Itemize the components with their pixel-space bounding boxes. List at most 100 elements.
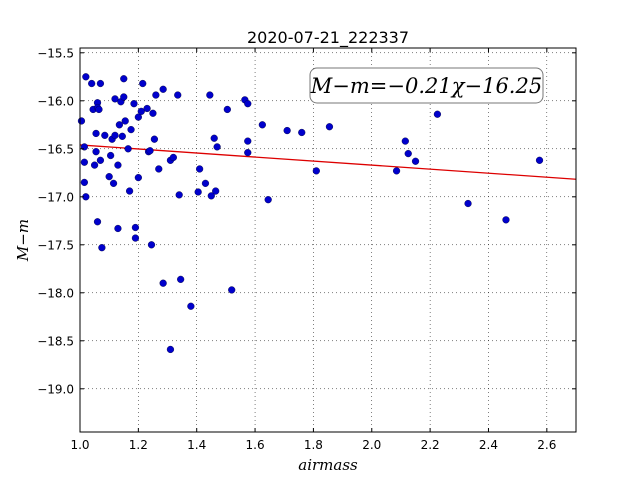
y-tick-label: −18.0	[37, 286, 74, 300]
y-tick-label: −18.5	[37, 334, 74, 348]
data-point	[105, 173, 113, 181]
fit-legend-box	[309, 67, 544, 104]
data-point	[120, 93, 128, 101]
data-point	[96, 156, 105, 164]
data-point	[244, 149, 252, 157]
data-point	[114, 224, 122, 233]
data-point	[114, 161, 122, 169]
data-point	[109, 179, 118, 187]
data-point	[174, 91, 182, 99]
data-point	[77, 117, 86, 125]
y-tick-label: −16.5	[37, 142, 74, 156]
data-point	[147, 241, 156, 249]
data-point	[411, 157, 420, 165]
data-point	[139, 79, 147, 88]
data-point	[146, 147, 154, 155]
data-point	[92, 129, 100, 138]
x-tick-label: 1.6	[246, 438, 265, 452]
data-point	[121, 117, 129, 125]
data-point	[312, 167, 320, 175]
data-point	[107, 151, 115, 160]
data-point	[111, 131, 119, 139]
plot-frame	[79, 47, 577, 433]
data-point	[401, 137, 409, 145]
data-point	[149, 109, 157, 117]
data-point	[404, 150, 412, 158]
data-point	[433, 110, 442, 118]
y-tick-label: −17.5	[37, 238, 74, 252]
y-tick-label: −16.0	[37, 94, 74, 108]
data-point	[80, 178, 88, 187]
x-axis-label: airmass	[298, 456, 358, 474]
x-tick-label: 2.0	[362, 438, 381, 452]
data-point	[124, 145, 132, 153]
data-point	[502, 216, 510, 224]
data-point	[177, 275, 185, 283]
y-tick-label: −19.0	[37, 382, 74, 396]
data-point	[210, 134, 218, 142]
data-point	[127, 126, 135, 134]
x-tick-label: 2.6	[537, 438, 556, 452]
data-point	[82, 73, 90, 81]
y-tick-label: −17.0	[37, 190, 74, 204]
data-point	[283, 126, 291, 135]
data-point	[131, 223, 140, 232]
axis-ticks	[79, 48, 576, 432]
data-point	[212, 187, 220, 195]
data-point	[152, 91, 160, 99]
data-point	[111, 95, 119, 103]
data-point	[115, 121, 123, 129]
plot-area	[80, 48, 576, 432]
data-point	[535, 156, 544, 164]
data-point	[155, 165, 163, 173]
data-point	[90, 161, 99, 169]
data-point	[169, 153, 177, 162]
data-point	[201, 179, 210, 187]
data-point	[80, 158, 88, 166]
data-point	[150, 135, 159, 143]
data-point	[134, 174, 142, 182]
data-point	[159, 85, 167, 93]
data-point	[206, 91, 214, 99]
data-point	[143, 104, 151, 113]
data-point	[98, 244, 106, 252]
data-point	[130, 100, 138, 108]
data-point	[207, 192, 215, 200]
data-point	[101, 131, 109, 139]
data-points	[77, 73, 544, 354]
data-point	[392, 167, 401, 175]
data-point	[96, 79, 105, 88]
data-point	[159, 279, 167, 287]
x-tick-label: 1.0	[70, 438, 89, 452]
x-tick-label: 1.8	[304, 438, 323, 452]
data-point	[166, 345, 175, 354]
data-point	[137, 107, 145, 115]
chart-title: 2020-07-21_222337	[247, 28, 409, 48]
x-tick-label: 1.2	[129, 438, 148, 452]
data-point	[134, 113, 142, 121]
data-point	[258, 121, 266, 129]
data-point	[93, 218, 102, 226]
data-point	[131, 234, 140, 242]
x-tick-label: 2.4	[479, 438, 498, 452]
data-point	[95, 105, 103, 114]
data-point	[175, 191, 183, 199]
data-point	[244, 137, 252, 145]
fit-line-group	[79, 144, 577, 180]
data-point	[194, 188, 202, 196]
data-point	[118, 132, 126, 140]
data-point	[223, 105, 231, 114]
data-point	[92, 148, 100, 156]
data-point	[298, 128, 306, 137]
data-point	[244, 100, 252, 108]
data-point	[264, 196, 272, 204]
data-point	[88, 79, 96, 88]
x-tick-labels: 1.0 1.2 1.4 1.6 1.8 2.0 2.2 2.4 2.6	[70, 438, 556, 452]
x-tick-label: 2.2	[421, 438, 440, 452]
data-point	[187, 302, 195, 310]
x-tick-label: 1.4	[187, 438, 206, 452]
data-point	[126, 187, 134, 195]
data-point	[464, 199, 472, 208]
data-point	[213, 143, 221, 151]
